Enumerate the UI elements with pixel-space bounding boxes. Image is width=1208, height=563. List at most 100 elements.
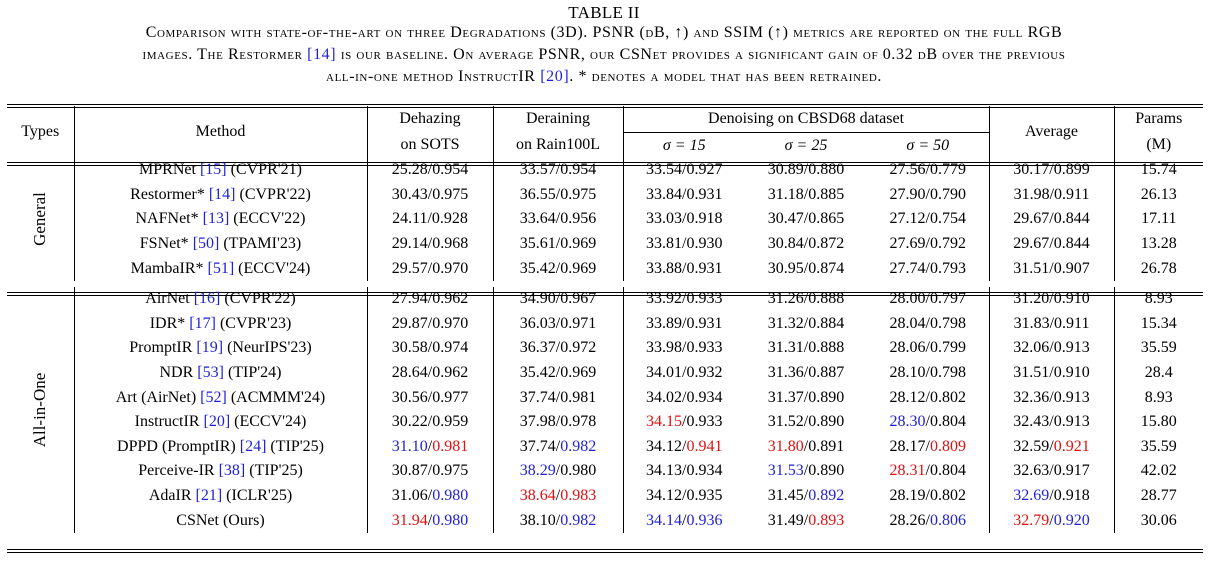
table-row: NDR [53] (TIP'24) 28.64/0.962 35.42/0.969 3… xyxy=(7,360,1203,386)
metric-cell: 37.74/0.981 xyxy=(493,385,624,410)
citation-link[interactable]: [14] xyxy=(208,185,236,203)
citation-link[interactable]: [50] xyxy=(192,235,220,253)
metric-cell: 33.98/0.933 xyxy=(623,336,745,361)
group-label-cell: All-in-One xyxy=(7,286,75,533)
method-cell: FSNet* [50] (TPAMI'23) xyxy=(74,231,368,257)
method-name: PromptIR xyxy=(129,339,197,357)
metric-cell: 30.47/0.865 xyxy=(745,207,867,232)
method-name: DPPD (PromptIR) xyxy=(117,437,240,455)
metric-cell: 31.94/0.980 xyxy=(367,508,494,533)
metric-value: 29.14/0.968 xyxy=(391,235,469,253)
psnr-value: 32.79 xyxy=(1013,511,1050,529)
psnr-value: 31.53 xyxy=(767,462,804,480)
psnr-value: 31.06/ xyxy=(391,487,433,505)
metric-value: 36.37/0.972 xyxy=(519,339,597,357)
citation-link[interactable]: [20] xyxy=(540,68,570,85)
metric-cell: 32.43/0.913 xyxy=(989,409,1115,435)
method-cell: Perceive-IR [38] (TIP'25) xyxy=(74,459,368,484)
params-cell: 28.77 xyxy=(1140,487,1177,505)
citation-link[interactable]: [21] xyxy=(195,487,223,505)
citation-link[interactable]: [20] xyxy=(203,413,231,431)
metric-value: 32.06/0.913 xyxy=(1013,339,1090,357)
method-name: AdaIR xyxy=(148,487,196,505)
metric-cell: 31.83/0.911 xyxy=(989,311,1115,337)
citation-link[interactable]: [19] xyxy=(196,339,224,357)
citation-link[interactable]: [51] xyxy=(207,259,235,277)
psnr-value: 34.15 xyxy=(646,413,683,431)
ssim-value: /0.891 xyxy=(803,437,845,455)
psnr-value: 31.10 xyxy=(391,437,428,455)
table-row: NAFNet* [13] (ECCV'22) 24.11/0.928 33.64/0… xyxy=(7,207,1203,232)
method-name: CSNet (Ours) xyxy=(176,511,265,529)
method-venue: (TIP'25) xyxy=(245,462,303,480)
ssim-value: 0.921 xyxy=(1053,437,1090,455)
metric-value: 29.67/0.844 xyxy=(1013,210,1090,228)
ssim-value: /0.804 xyxy=(925,413,966,431)
metric-cell: 36.03/0.971 xyxy=(493,311,624,337)
table-row: MambaIR* [51] (ECCV'24) 29.57/0.970 35.42/… xyxy=(7,256,1203,281)
metric-cell: 31.06/0.980 xyxy=(367,483,494,509)
table-bottom-rule xyxy=(7,549,1203,550)
caption-text: is our baseline. On average PSNR, our CS… xyxy=(336,46,1066,63)
metric-cell: 27.74/0.793 xyxy=(867,256,990,281)
metric-value: 27.12/0.754 xyxy=(889,210,966,228)
metric-value: 30.56/0.977 xyxy=(391,388,469,406)
metric-value: 28.10/0.798 xyxy=(889,364,966,382)
ssim-value: 0.941 xyxy=(686,437,723,455)
metric-value: 30.95/0.874 xyxy=(767,259,845,277)
metric-value: 31.98/0.911 xyxy=(1013,185,1090,203)
ssim-value: 0.892 xyxy=(808,487,845,505)
header-dehazing-dataset: on SOTS xyxy=(367,132,494,158)
citation-link[interactable]: [52] xyxy=(200,388,227,406)
metric-cell: 28.17/0.809 xyxy=(867,434,990,460)
citation-link[interactable]: [53] xyxy=(197,364,224,382)
group-label: General xyxy=(30,192,50,247)
method-venue: (TIP'25) xyxy=(266,437,324,455)
params-cell: 26.13 xyxy=(1140,185,1177,203)
metric-value: 35.42/0.969 xyxy=(519,364,597,382)
metric-cell: 30.43/0.975 xyxy=(367,182,494,208)
citation-link[interactable]: [38] xyxy=(218,462,246,480)
metric-cell: 33.88/0.931 xyxy=(623,256,745,281)
metric-cell: 38.64/0.983 xyxy=(493,483,624,509)
metric-value: 29.87/0.970 xyxy=(391,314,469,332)
metric-cell: 28.26/0.806 xyxy=(867,508,990,533)
ssim-value: / xyxy=(427,437,433,455)
ssim-value: /0.933 xyxy=(682,413,723,431)
metric-cell: 34.02/0.934 xyxy=(623,385,745,410)
metric-cell: 38.10/0.982 xyxy=(493,508,624,533)
header-deraining-dataset: on Rain100L xyxy=(493,132,624,158)
metric-cell: 29.67/0.844 xyxy=(989,207,1115,232)
group-label-cell: General xyxy=(7,158,75,281)
citation-link[interactable]: [13] xyxy=(202,210,230,228)
metric-cell: 32.36/0.913 xyxy=(989,385,1115,410)
metric-cell: 30.95/0.874 xyxy=(745,256,867,281)
params-cell: 42.02 xyxy=(1140,462,1177,480)
ssim-value: / xyxy=(427,511,433,529)
ssim-value: /0.804 xyxy=(925,462,966,480)
header-sigma-15: σ = 15 xyxy=(662,136,706,154)
params-cell: 15.74 xyxy=(1140,161,1177,179)
psnr-value: 28.17/ xyxy=(889,437,930,455)
table-row: InstructIR [20] (ECCV'24) 30.22/0.959 37.9… xyxy=(7,409,1203,435)
metric-value: 30.58/0.974 xyxy=(391,339,469,357)
metric-value: 33.57/0.954 xyxy=(519,161,597,179)
citation-link[interactable]: [24] xyxy=(239,437,267,455)
metric-cell: 24.11/0.928 xyxy=(367,207,494,232)
metric-cell: 33.57/0.954 xyxy=(493,158,624,183)
metric-cell: 31.51/0.910 xyxy=(989,360,1115,386)
citation-link[interactable]: [14] xyxy=(307,46,337,63)
caption-text: . * denotes a model that has been retrai… xyxy=(569,68,882,85)
method-name: FSNet* xyxy=(139,235,193,253)
header-average: Average xyxy=(989,106,1115,158)
citation-link[interactable]: [15] xyxy=(199,161,227,179)
metric-cell: 31.98/0.911 xyxy=(989,182,1115,208)
metric-cell: 29.57/0.970 xyxy=(367,256,494,281)
caption-line-1: Comparison with state-of-the-art on thre… xyxy=(0,23,1208,43)
citation-link[interactable]: [17] xyxy=(189,314,216,332)
citation-link[interactable]: [16] xyxy=(193,290,221,308)
metric-value: 29.57/0.970 xyxy=(391,259,469,277)
method-cell: InstructIR [20] (ECCV'24) xyxy=(74,409,368,435)
psnr-value: 32.69 xyxy=(1013,487,1050,505)
metric-cell: 28.19/0.802 xyxy=(867,483,990,509)
